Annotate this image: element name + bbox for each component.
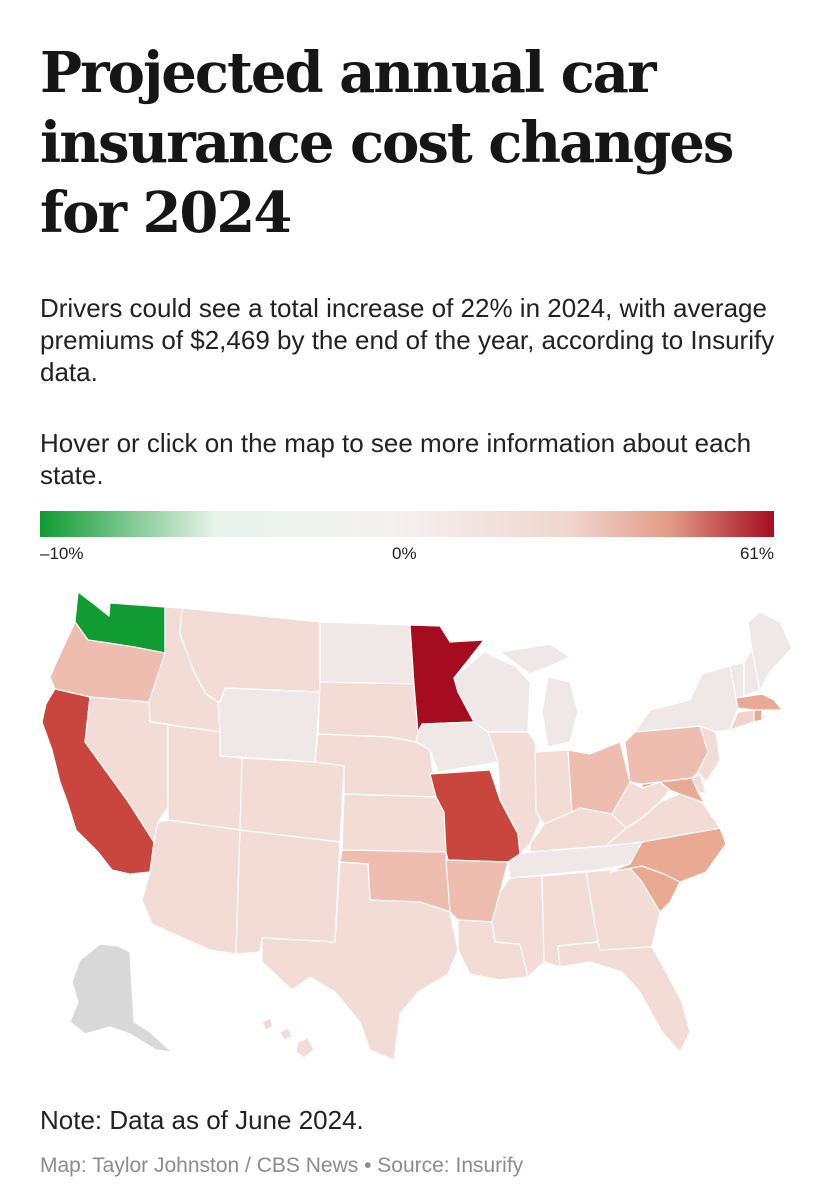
state-wyoming[interactable] [217,687,321,763]
note: Note: Data as of June 2024. [40,1105,364,1135]
state-hawaii[interactable] [261,1017,315,1059]
state-colorado[interactable] [239,757,345,843]
state-texas[interactable] [261,861,459,1061]
state-maine[interactable] [747,611,793,691]
legend-min-label: –10% [40,544,84,563]
subtitle: Drivers could see a total increase of 22… [40,293,775,387]
state-massachusetts[interactable] [735,693,783,711]
state-new-york[interactable] [634,665,739,733]
state-rhode-island[interactable] [753,709,763,723]
state-south-dakota[interactable] [317,681,419,743]
state-kansas[interactable] [341,793,447,853]
state-florida[interactable] [557,941,691,1053]
state-delaware[interactable] [691,773,707,795]
credit: Map: Taylor Johnston / CBS News • Source… [40,1154,524,1177]
state-michigan[interactable] [499,643,579,748]
legend-mid-label: 0% [392,544,417,563]
legend-max-label: 61% [739,544,774,563]
instructions: Hover or click on the map to see more in… [40,428,752,490]
state-pennsylvania[interactable] [624,725,709,785]
state-indiana[interactable] [534,749,573,825]
us-choropleth-map[interactable] [30,582,810,1082]
state-arizona[interactable] [141,819,241,955]
state-north-dakota[interactable] [319,621,415,685]
state-illinois[interactable] [487,731,545,855]
state-alaska[interactable] [69,943,173,1053]
legend-color-scale [40,511,774,537]
state-new-mexico[interactable] [235,829,341,955]
page-title: Projected annual car insurance cost chan… [40,40,734,246]
